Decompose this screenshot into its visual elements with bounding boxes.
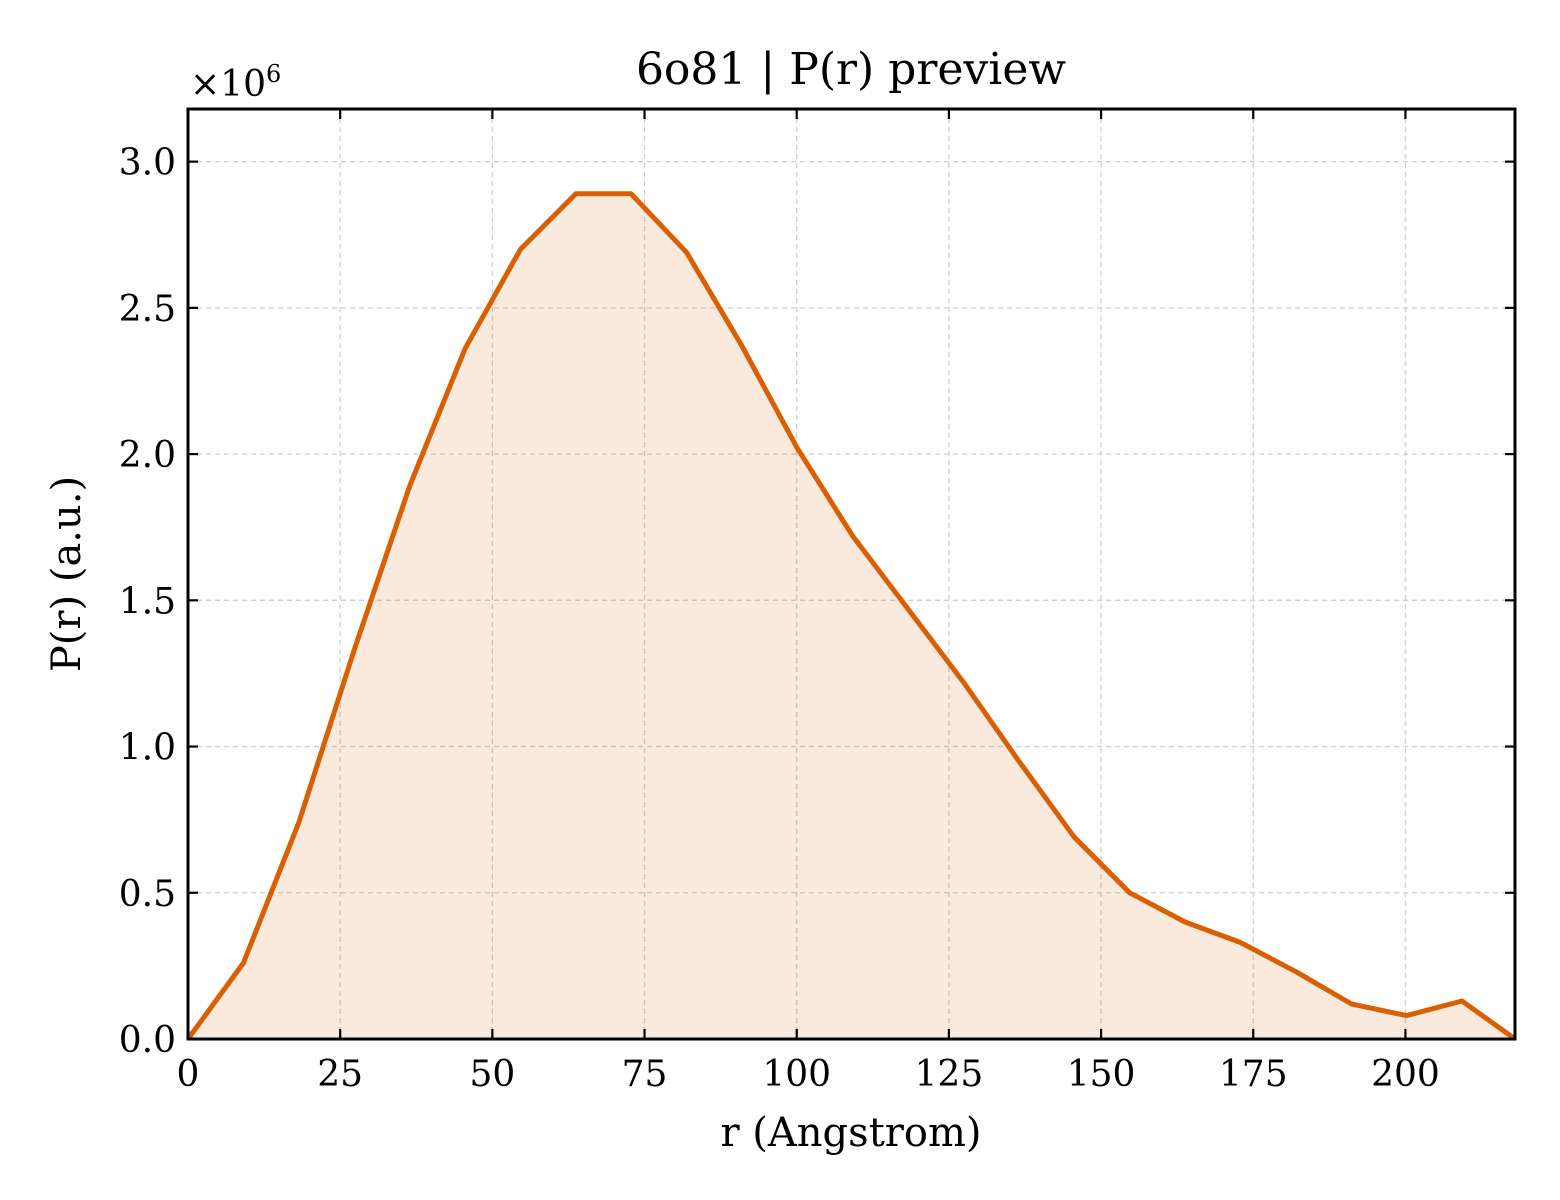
- grid: [188, 109, 1515, 1039]
- x-tick-label: 100: [762, 1054, 831, 1095]
- y-scale-multiplier-exponent: 6: [266, 60, 281, 88]
- y-tick-label: 0.5: [119, 874, 176, 915]
- x-tick-label: 150: [1067, 1054, 1136, 1095]
- plot-area: [185, 191, 1517, 1042]
- y-axis-label: P(r) (a.u.): [44, 476, 90, 672]
- y-tick-label: 2.0: [119, 435, 176, 476]
- y-tick-label: 1.5: [119, 581, 176, 622]
- tick-labels: 0 25 50 75 100 125 150 175 200 0.0 0.5 1.0 1.5 2.0 2.5…: [119, 143, 1440, 1095]
- x-tick-label: 75: [622, 1054, 668, 1095]
- y-tick-label: 1.0: [119, 728, 176, 769]
- x-tick-label: 125: [915, 1054, 984, 1095]
- x-tick-label: 200: [1371, 1054, 1440, 1095]
- y-tick-label: 3.0: [119, 143, 176, 184]
- chart-title: 6o81 | P(r) preview: [636, 44, 1066, 95]
- y-tick-label: 0.0: [119, 1020, 176, 1061]
- x-tick-label: 50: [469, 1054, 515, 1095]
- pr-series-line: [185, 191, 1517, 1042]
- x-tick-label: 0: [177, 1054, 200, 1095]
- x-tick-label: 175: [1219, 1054, 1288, 1095]
- plot-frame: [186, 107, 1517, 1041]
- y-scale-multiplier-base: ×10: [190, 64, 266, 105]
- y-tick-label: 2.5: [119, 289, 176, 330]
- pr-area-fill: [188, 193, 1515, 1040]
- y-scale-multiplier: ×106: [190, 60, 281, 105]
- x-axis-label: r (Angstrom): [720, 1110, 981, 1156]
- x-tick-label: 25: [317, 1054, 363, 1095]
